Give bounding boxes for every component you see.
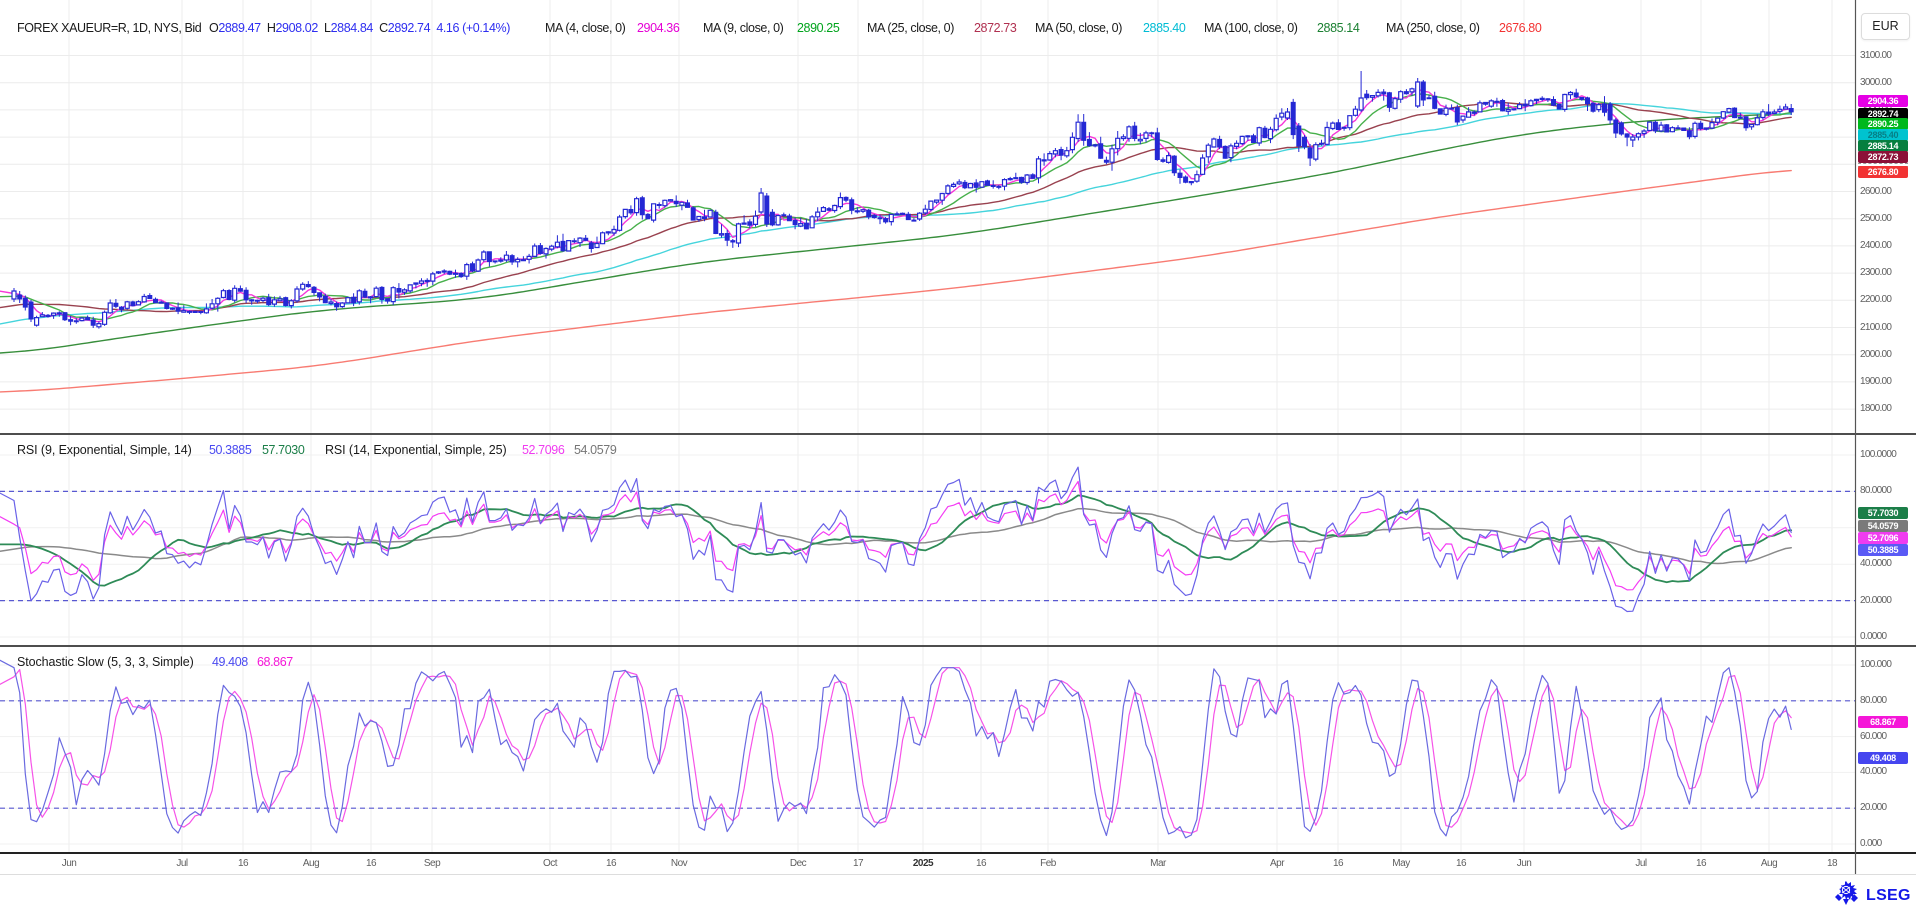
svg-text:LSEG: LSEG (1866, 887, 1911, 904)
